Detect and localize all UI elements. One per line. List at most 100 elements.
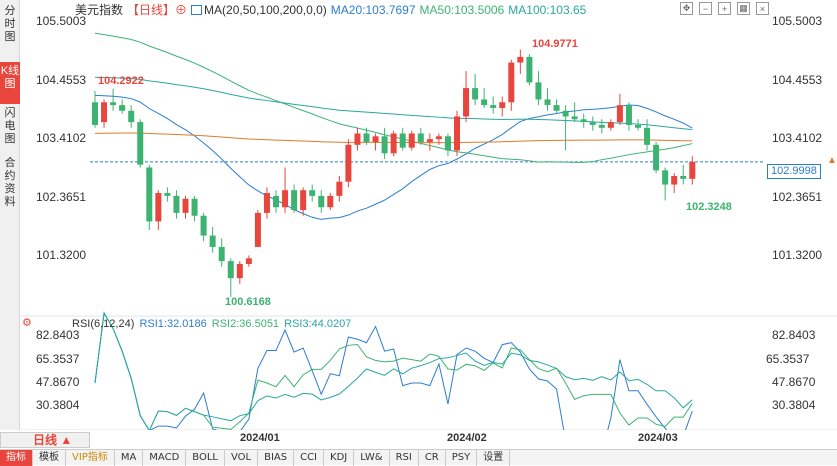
- candle-body: [318, 195, 325, 208]
- zoom-out-icon[interactable]: −: [699, 2, 712, 15]
- ma20-value: MA20:103.7697: [330, 3, 416, 17]
- candle-body: [435, 136, 442, 140]
- rsi1-value: RSI1:32.0186: [139, 318, 207, 330]
- candle-body: [444, 136, 451, 151]
- candle-body: [517, 56, 524, 63]
- candle-body: [354, 133, 361, 145]
- rsi3-line: [94, 311, 693, 430]
- candle-body: [372, 136, 379, 142]
- candle-body: [254, 212, 261, 247]
- tab-vip-indicators[interactable]: VIP指标: [66, 450, 115, 466]
- period-selector[interactable]: 日线 ▲: [0, 432, 90, 448]
- candle-body: [399, 133, 406, 148]
- tab-settings[interactable]: 设置: [477, 450, 511, 466]
- tab-contract-info[interactable]: 合约资料: [4, 157, 16, 208]
- ma20-line: [94, 94, 693, 220]
- candle-body: [164, 193, 171, 196]
- annotation-low: 100.6168: [225, 296, 271, 308]
- rsi-axis-left-1: 65.3537: [36, 352, 80, 366]
- ma100-value: MA100:103.65: [508, 3, 587, 17]
- candle-body: [571, 116, 578, 120]
- candle-body: [200, 215, 207, 236]
- rsi-axis-right-3: 30.3804: [772, 398, 816, 412]
- candle-body: [562, 110, 569, 117]
- price-axis-left-0: 105.5003: [36, 14, 87, 28]
- rsi-axis-right-1: 65.3537: [766, 352, 810, 366]
- chart-header: 美元指数 【日线】⊕ MA(20,50,100,200,0,0) MA20:103.7…: [75, 2, 590, 18]
- candle-body: [146, 167, 153, 222]
- tab-boll[interactable]: BOLL: [186, 450, 225, 466]
- date-label-jan: 2024/01: [240, 432, 280, 444]
- settings-gear-icon[interactable]: ⚙: [22, 317, 32, 329]
- candle-body: [282, 190, 289, 208]
- candle-body: [137, 122, 144, 165]
- tab-flash-chart[interactable]: 闪电图: [4, 107, 16, 145]
- tab-templates[interactable]: 模板: [33, 450, 66, 466]
- candle-body: [381, 136, 388, 154]
- candle-body: [671, 176, 678, 185]
- candle-body: [499, 102, 506, 108]
- tab-cci[interactable]: CCI: [294, 450, 325, 466]
- rsi-axis-left-3: 30.3804: [36, 398, 80, 412]
- tab-kline[interactable]: K线图: [0, 62, 20, 104]
- date-label-mar: 2024/03: [638, 432, 678, 444]
- tab-kdj[interactable]: KDJ: [324, 450, 355, 466]
- candle-body: [101, 102, 108, 123]
- tab-rsi[interactable]: RSI: [390, 450, 419, 466]
- ma-chart-icon[interactable]: [191, 5, 203, 15]
- indicator-toolbar: 指标 模板 VIP指标 MA MACD BOLL VOL BIAS CCI KD…: [0, 449, 837, 466]
- add-icon[interactable]: ⊕: [175, 3, 188, 17]
- candle-body: [110, 102, 117, 106]
- tab-macd[interactable]: MACD: [143, 450, 187, 466]
- rsi3-value: RSI3:44.0207: [284, 318, 352, 330]
- candle-body: [191, 198, 198, 216]
- tab-vol[interactable]: VOL: [225, 450, 259, 466]
- candle-body: [300, 190, 307, 211]
- candle-body: [236, 263, 243, 279]
- candle-body: [598, 124, 605, 128]
- candle-body: [390, 133, 397, 154]
- crosshair-icon[interactable]: ✥: [680, 2, 693, 15]
- tab-ma[interactable]: MA: [115, 450, 144, 466]
- tab-psy[interactable]: PSY: [446, 450, 478, 466]
- candle-body: [508, 62, 515, 103]
- candle-body: [227, 261, 234, 279]
- candle-body: [336, 181, 343, 196]
- candle-body: [535, 82, 542, 100]
- candlestick-chart[interactable]: [0, 0, 837, 430]
- arrow-up-icon: ▲: [827, 155, 837, 166]
- candle-body: [553, 105, 560, 111]
- candle-body: [607, 122, 614, 128]
- price-axis-left-4: 101.3200: [36, 248, 87, 262]
- candle-body: [662, 170, 669, 185]
- rsi2-value: RSI2:36.5051: [211, 318, 280, 330]
- candle-body: [616, 105, 623, 123]
- tab-indicators[interactable]: 指标: [0, 450, 33, 466]
- rsi-header: RSI(6,12,24) RSI1:32.0186 RSI2:36.5051 R…: [72, 318, 353, 330]
- annotation-low-recent: 102.3248: [686, 201, 732, 213]
- candle-body: [173, 195, 180, 213]
- candle-body: [589, 122, 596, 125]
- candle-body: [544, 99, 551, 106]
- ma50-value: MA50:103.5006: [419, 3, 505, 17]
- candle-body: [472, 88, 479, 100]
- date-label-feb: 2024/02: [447, 432, 487, 444]
- current-price-tag: 102.9998: [767, 164, 821, 179]
- price-axis-right-3: 102.3651: [772, 190, 823, 204]
- ma-title: MA(20,50,100,200,0,0): [204, 3, 327, 17]
- candle-body: [291, 190, 298, 211]
- tab-bias[interactable]: BIAS: [258, 450, 295, 466]
- tab-cr[interactable]: CR: [419, 450, 446, 466]
- zoom-in-icon[interactable]: +: [718, 2, 731, 15]
- tab-lw[interactable]: LW&: [354, 450, 390, 466]
- candle-body: [327, 195, 334, 208]
- period-label: 【日线】: [127, 3, 176, 17]
- close-icon[interactable]: ×: [756, 2, 769, 15]
- candle-body: [680, 176, 687, 179]
- price-axis-right-4: 101.3200: [772, 248, 823, 262]
- symbol-name: 美元指数: [75, 3, 124, 17]
- grid-icon[interactable]: ▦: [737, 2, 750, 15]
- ma100-line: [94, 76, 693, 131]
- price-axis-right-1: 104.4553: [772, 73, 823, 87]
- tab-timeshare[interactable]: 分时图: [4, 5, 16, 43]
